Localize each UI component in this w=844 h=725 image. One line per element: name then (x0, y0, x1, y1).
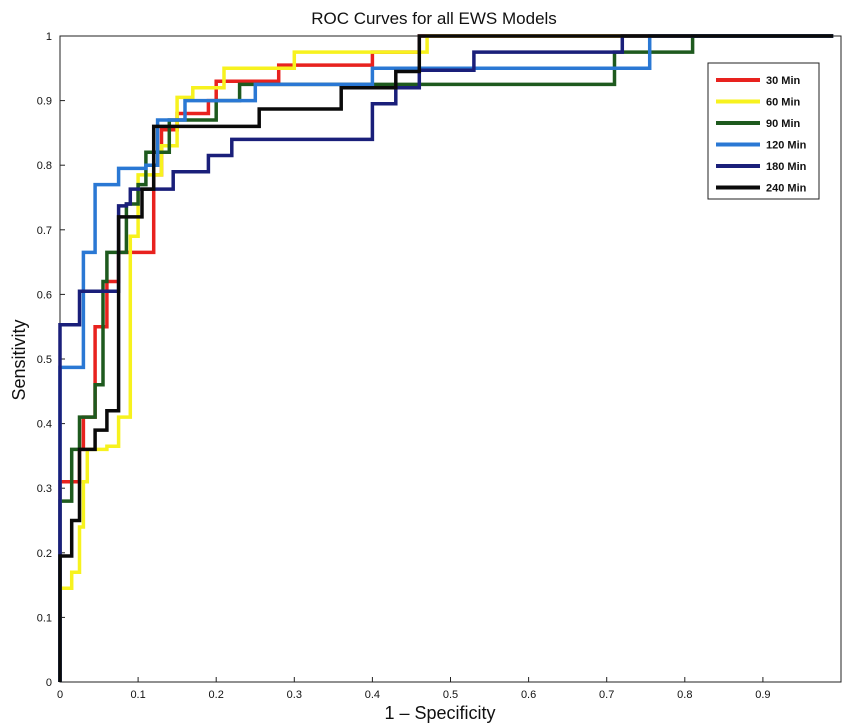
x-tick-label: 0.5 (443, 689, 458, 701)
y-tick-label: 0.4 (37, 419, 52, 431)
legend-entry: 180 Min (766, 161, 807, 173)
x-tick-label: 0.3 (287, 689, 302, 701)
legend-entry: 90 Min (766, 118, 801, 130)
legend-entry: 30 Min (766, 75, 801, 87)
series-line-240-min (58, 34, 834, 682)
y-tick-label: 0.2 (37, 548, 52, 560)
series-line-60-min (58, 34, 834, 682)
x-tick-label: 0.1 (130, 689, 145, 701)
series-line-120-min (58, 34, 834, 682)
legend-entry: 120 Min (766, 140, 807, 152)
series-group (58, 34, 834, 682)
y-tick-label: 0.9 (37, 96, 52, 108)
y-tick-label: 0.6 (37, 289, 52, 301)
x-tick-label: 0 (57, 689, 63, 701)
y-axis-label: Sensitivity (9, 319, 29, 400)
y-tick-label: 1 (46, 31, 52, 43)
y-tick-label: 0 (46, 677, 52, 689)
chart-title: ROC Curves for all EWS Models (311, 9, 557, 28)
x-axis-label: 1 – Specificity (384, 703, 495, 723)
legend-entry: 240 Min (766, 183, 807, 195)
y-tick-label: 0.8 (37, 160, 52, 172)
x-tick-label: 0.4 (365, 689, 380, 701)
y-tick-label: 0.3 (37, 483, 52, 495)
legend-box (707, 62, 820, 200)
legend: 30 Min 60 Min 90 Min 120 Min 180 Min 240 Min (707, 62, 820, 200)
y-tick-label: 0.5 (37, 354, 52, 366)
x-tick-label: 0.9 (755, 689, 770, 701)
y-tick-label: 0.7 (37, 225, 52, 237)
y-axis: 0 0.1 0.2 0.3 0.4 0.5 0.6 0.7 0.8 0.9 1 (37, 31, 65, 689)
x-axis: 0 0.1 0.2 0.3 0.4 0.5 0.6 0.7 0.8 0.9 (57, 677, 771, 701)
legend-entry: 60 Min (766, 97, 801, 109)
y-tick-label: 0.1 (37, 612, 52, 624)
x-tick-label: 0.6 (521, 689, 536, 701)
x-tick-label: 0.7 (599, 689, 614, 701)
x-tick-label: 0.2 (209, 689, 224, 701)
x-tick-label: 0.8 (677, 689, 692, 701)
